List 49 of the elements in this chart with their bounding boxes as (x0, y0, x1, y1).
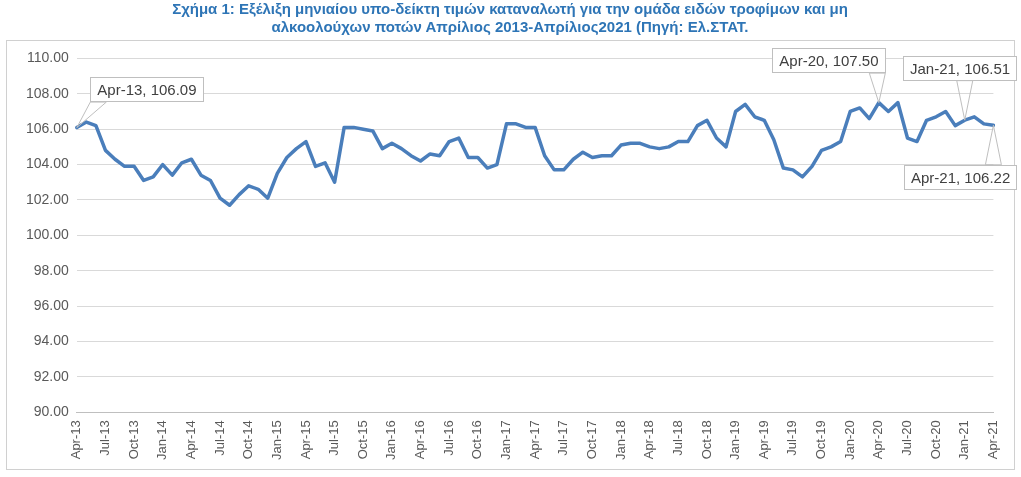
x-tick-label: Jul-14 (211, 420, 227, 456)
y-tick-label: 96.00 (33, 296, 70, 313)
x-tick-label: Jan-18 (612, 420, 628, 460)
x-tick-label: Oct-13 (125, 420, 141, 460)
x-tick-label: Jul-20 (899, 420, 915, 456)
x-tick-label: Apr-20 (870, 420, 886, 460)
annotation: Apr-21, 106.22 (904, 164, 1018, 190)
x-tick-label: Apr-16 (412, 420, 428, 460)
x-tick-label: Jan-14 (154, 420, 170, 460)
x-tick-label: Oct-18 (698, 420, 714, 460)
annotation: Apr-20, 107.50 (772, 48, 886, 74)
x-tick-label: Jul-16 (440, 420, 456, 456)
x-tick-label: Oct-19 (813, 420, 829, 460)
x-tick-label: Jan-16 (383, 420, 399, 460)
x-tick-label: Apr-14 (182, 420, 198, 460)
x-tick-label: Jan-15 (268, 420, 284, 460)
x-tick-label: Jan-17 (498, 420, 514, 460)
x-tick-label: Apr-19 (755, 420, 771, 460)
x-tick-label: Oct-15 (354, 420, 370, 460)
x-tick-label: Apr-13 (68, 420, 84, 460)
x-tick-label: Apr-17 (526, 420, 542, 460)
y-tick-label: 94.00 (33, 332, 70, 349)
y-tick-label: 92.00 (33, 367, 70, 384)
x-tick-label: Jan-21 (956, 420, 972, 460)
y-tick-label: 104.00 (25, 155, 70, 172)
x-tick-label: Oct-20 (927, 420, 943, 460)
x-tick-label: Oct-16 (469, 420, 485, 460)
y-tick-label: 110.00 (27, 49, 70, 66)
x-tick-label: Jan-19 (727, 420, 743, 460)
x-tick-label: Oct-17 (583, 420, 599, 460)
y-tick-label: 100.00 (25, 226, 70, 243)
x-tick-label: Jul-18 (669, 420, 685, 456)
x-tick-label: Jul-19 (784, 420, 800, 456)
x-tick-label: Jul-15 (326, 420, 342, 456)
annotation: Jan-21, 106.51 (903, 55, 1018, 81)
x-tick-label: Oct-14 (240, 420, 256, 460)
y-tick-label: 102.00 (25, 190, 70, 207)
x-tick-label: Jul-17 (555, 420, 571, 456)
y-tick-label: 108.00 (25, 84, 70, 101)
x-tick-label: Jan-20 (841, 420, 857, 460)
chart-title: Σχήμα 1: Εξέλιξη μηνιαίου υπο-δείκτη τιμών καταναλωτή για την ομάδα ειδών τροφίμων και μη αλκοολούχων ποτών Απρίλιος 2013-Απρίλιος2021 (Πηγή: Ελ.ΣΤΑΤ. (171, 0, 849, 36)
x-tick-label: Apr-18 (641, 420, 657, 460)
x-tick-label: Jul-13 (97, 420, 113, 456)
y-tick-label: 98.00 (33, 261, 70, 278)
x-tick-label: Apr-15 (297, 420, 313, 460)
y-tick-label: 106.00 (25, 120, 70, 137)
annotation: Apr-13, 106.09 (90, 77, 204, 103)
x-tick-label: Apr-21 (984, 420, 1000, 460)
y-tick-label: 90.00 (33, 403, 70, 420)
